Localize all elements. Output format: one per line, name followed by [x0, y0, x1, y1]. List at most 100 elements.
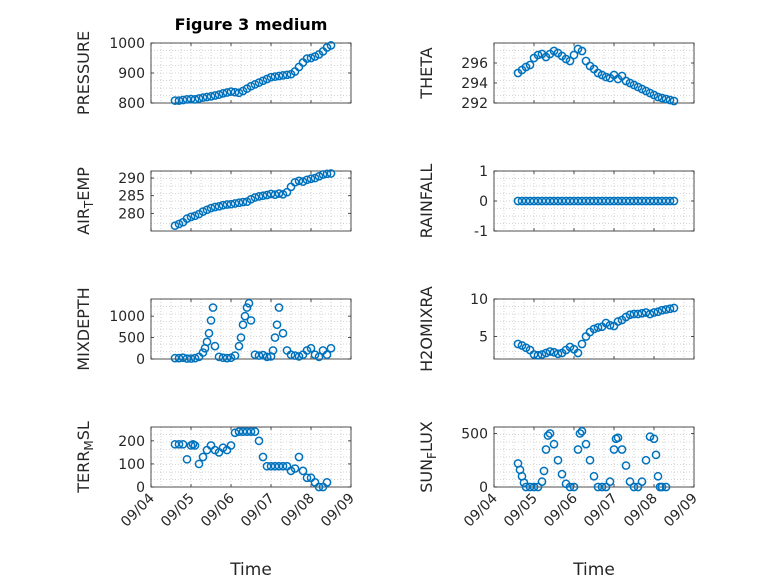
- data-point: [258, 191, 268, 201]
- data-point: [322, 169, 332, 179]
- x-tick-label: 09/07: [581, 491, 621, 531]
- data-point: [278, 328, 288, 338]
- data-point: [238, 197, 248, 207]
- data-point: [244, 298, 254, 308]
- data-point: [641, 308, 651, 317]
- data-point: [266, 72, 276, 82]
- data-point: [222, 353, 232, 363]
- data-point: [250, 427, 260, 436]
- subplot-1: 800 900 1000 PRESSURE: [74, 31, 352, 115]
- y-axis-label: TERRMSL: [74, 421, 96, 494]
- data-point: [270, 333, 280, 342]
- data-point: [585, 455, 595, 465]
- data-point: [601, 72, 611, 82]
- data-point: [517, 196, 527, 206]
- data-point: [537, 196, 547, 206]
- data-point: [274, 303, 284, 312]
- data-point: [218, 200, 228, 210]
- x-tick-label: 09/06: [541, 490, 581, 530]
- y-tick-label: 100: [118, 457, 145, 473]
- data-point: [314, 171, 324, 181]
- data-point: [274, 189, 284, 198]
- axes-box: [150, 426, 352, 488]
- data-point: [258, 350, 268, 360]
- data-point: [585, 196, 595, 206]
- data-point: [665, 304, 675, 314]
- data-point: [170, 221, 180, 231]
- data-point: [613, 317, 623, 326]
- data-point: [589, 324, 599, 334]
- subplot-8: 09/04 09/05 09/06 09/07 09/08 09/09 0 500 SUNFLU…: [417, 421, 701, 530]
- data-point: [529, 482, 539, 492]
- data-point: [186, 212, 196, 222]
- data-point: [613, 433, 623, 443]
- data-point: [230, 428, 240, 438]
- data-point: [246, 316, 256, 325]
- data-point: [250, 80, 260, 89]
- data-point: [625, 310, 635, 320]
- data-point: [529, 350, 539, 359]
- data-point: [637, 308, 647, 318]
- y-tick-label: 0: [479, 194, 488, 210]
- data-point: [178, 353, 188, 363]
- data-point: [519, 478, 529, 488]
- data-point: [541, 196, 551, 206]
- data-point: [525, 482, 535, 492]
- data-point: [234, 341, 244, 351]
- data-point: [226, 199, 236, 209]
- data-point: [521, 482, 531, 492]
- data-point: [533, 50, 543, 60]
- data-point: [182, 454, 192, 464]
- data-point: [605, 196, 615, 206]
- subplot-2: 292 294 296 THETA: [417, 42, 695, 112]
- data-point: [625, 196, 635, 206]
- data-point: [545, 429, 555, 438]
- data-point: [202, 337, 212, 347]
- data-point: [170, 353, 180, 363]
- data-point: [242, 427, 252, 436]
- y-tick-label: 0: [136, 480, 145, 496]
- subplot-4: -1 0 1 RAINFALL: [417, 164, 695, 240]
- data-point: [669, 96, 679, 106]
- data-point: [194, 459, 204, 469]
- data-point: [210, 91, 220, 100]
- subplot-7: 09/04 09/05 09/06 09/07 09/08 09/09 0 100 200 TER…: [74, 421, 358, 530]
- data-point: [226, 441, 236, 450]
- data-point: [258, 452, 268, 462]
- y-axis-label: AIRTEMP: [74, 167, 96, 235]
- y-tick-label: 296: [461, 56, 488, 72]
- data-point: [314, 482, 324, 492]
- data-point: [649, 434, 659, 444]
- data-point: [174, 96, 184, 105]
- y-tick-label: 500: [461, 426, 488, 442]
- y-tick-label: 10: [470, 292, 488, 308]
- data-point: [202, 92, 212, 102]
- data-point: [637, 196, 647, 206]
- y-tick-label: -1: [474, 224, 488, 240]
- data-point: [637, 477, 647, 486]
- data-point: [617, 196, 627, 206]
- data-point: [557, 469, 567, 479]
- data-point: [593, 196, 603, 206]
- data-point: [661, 94, 671, 104]
- data-point: [170, 439, 180, 449]
- y-tick-label: 285: [118, 189, 145, 205]
- data-point: [186, 94, 196, 104]
- data-point: [306, 343, 316, 353]
- x-tick-label: 09/05: [501, 491, 541, 531]
- y-tick-label: 500: [118, 331, 145, 347]
- data-point: [170, 96, 180, 105]
- data-point: [577, 46, 587, 56]
- data-point: [573, 196, 583, 206]
- data-point: [653, 471, 663, 481]
- data-point: [278, 71, 288, 80]
- y-axis-label: H2OMIXRA: [417, 286, 436, 372]
- data-point: [669, 196, 679, 206]
- y-axis-label: RAINFALL: [417, 164, 436, 239]
- data-point: [178, 95, 188, 105]
- data-point: [665, 95, 675, 105]
- data-point: [593, 482, 603, 492]
- data-point: [262, 352, 272, 362]
- data-point: [274, 71, 284, 81]
